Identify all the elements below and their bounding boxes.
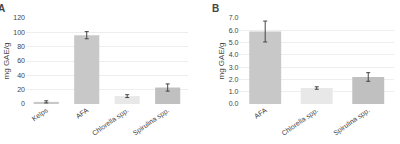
svg-text:Chlorella spp.: Chlorella spp. bbox=[280, 106, 320, 137]
svg-text:6.0: 6.0 bbox=[229, 27, 239, 34]
svg-text:3.0: 3.0 bbox=[229, 64, 239, 71]
svg-text:AFA: AFA bbox=[74, 106, 89, 120]
svg-text:mg GAE/g: mg GAE/g bbox=[217, 43, 226, 80]
svg-text:20: 20 bbox=[17, 86, 25, 93]
svg-text:Kelps: Kelps bbox=[30, 106, 49, 123]
svg-text:A: A bbox=[0, 3, 5, 14]
svg-text:80: 80 bbox=[17, 43, 25, 50]
svg-text:B: B bbox=[212, 3, 219, 14]
svg-text:AFA: AFA bbox=[253, 106, 268, 120]
svg-text:40: 40 bbox=[17, 72, 25, 79]
svg-text:100: 100 bbox=[13, 29, 25, 36]
svg-text:0: 0 bbox=[21, 100, 25, 107]
svg-text:7.0: 7.0 bbox=[229, 14, 239, 21]
svg-text:Spirulina spp.: Spirulina spp. bbox=[332, 106, 371, 137]
svg-text:0.0: 0.0 bbox=[229, 100, 239, 107]
svg-text:120: 120 bbox=[13, 14, 25, 21]
svg-text:2.0: 2.0 bbox=[229, 76, 239, 83]
svg-text:Spirulina spp.: Spirulina spp. bbox=[131, 106, 170, 137]
svg-text:mg GAE/g: mg GAE/g bbox=[2, 43, 11, 80]
svg-text:Chlorella spp.: Chlorella spp. bbox=[91, 106, 131, 137]
svg-text:5.0: 5.0 bbox=[229, 39, 239, 46]
svg-text:4.0: 4.0 bbox=[229, 51, 239, 58]
svg-text:1.0: 1.0 bbox=[229, 88, 239, 95]
svg-text:60: 60 bbox=[17, 57, 25, 64]
